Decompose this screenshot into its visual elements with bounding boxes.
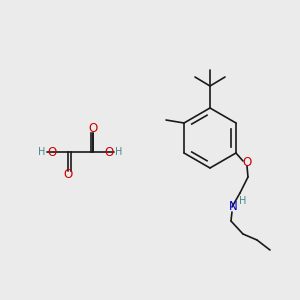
Text: H: H [115, 147, 123, 157]
Text: N: N [229, 200, 237, 214]
Text: O: O [47, 146, 57, 158]
Text: H: H [38, 147, 46, 157]
Text: O: O [88, 122, 98, 136]
Text: O: O [63, 169, 73, 182]
Text: H: H [239, 196, 247, 206]
Text: O: O [104, 146, 114, 158]
Text: O: O [242, 155, 252, 169]
